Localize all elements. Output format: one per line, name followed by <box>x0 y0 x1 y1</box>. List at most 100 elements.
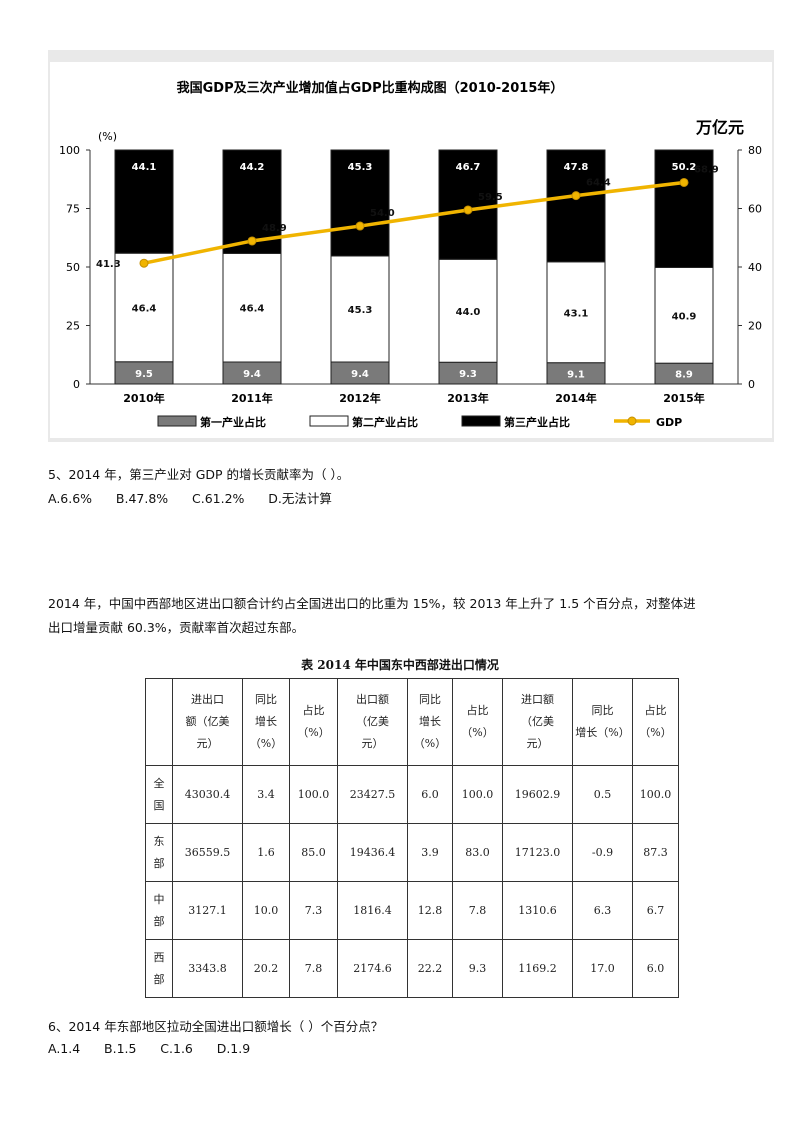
table-cell: 23427.5 <box>337 765 408 824</box>
gdp-value-label: 48.9 <box>262 223 287 234</box>
table-cell: 22.2 <box>407 939 453 998</box>
bar-value-label: 47.8 <box>564 162 589 173</box>
table-cell: 10.0 <box>242 881 290 940</box>
table-cell: 87.3 <box>632 823 679 882</box>
cell-text-line: （%） <box>461 726 494 739</box>
cell-text-line: 部 <box>153 972 165 986</box>
x-tick-label: 2014年 <box>555 391 597 405</box>
table-cell: 19602.9 <box>502 765 573 824</box>
gdp-value-label: 64.4 <box>586 178 611 189</box>
chart-title: 我国GDP及三次产业增加值占GDP比重构成图（2010-2015年） <box>177 80 564 96</box>
table-cell: 3343.8 <box>172 939 243 998</box>
table-header-row: 进出口 额（亿美 元） 同比 增长 （%） 占比 （%） 出口额 （亿美 元） 同比 增长 （%） 占比 （%… <box>145 678 679 766</box>
trade-table: 进出口 额（亿美 元） 同比 增长 （%） 占比 （%） 出口额 （亿美 元） 同比 增长 （%） 占比 （%… <box>145 678 679 998</box>
table-cell: 17123.0 <box>502 823 573 882</box>
bar-segment-2 <box>438 258 498 363</box>
y-right-tick-label: 80 <box>748 144 762 157</box>
gdp-value-label: 59.5 <box>478 192 503 203</box>
cell-text-line: 国 <box>153 798 165 812</box>
x-tick-label: 2013年 <box>447 391 489 405</box>
bar-segment-2 <box>654 266 714 364</box>
cell-text-line: 全 <box>153 776 165 790</box>
cell-text-line: 增长 <box>255 715 277 728</box>
gdp-point <box>571 191 581 201</box>
table-header-cell: 同比增长（%） <box>407 678 453 766</box>
table-cell: 6.0 <box>632 939 679 998</box>
bar-value-label: 9.4 <box>351 369 369 380</box>
table-cell: 1816.4 <box>337 881 408 940</box>
y-right-tick-label: 0 <box>748 378 755 391</box>
table-cell: 85.0 <box>289 823 338 882</box>
table-region-cell: 西部 <box>145 939 173 998</box>
question-6-options: A.1.4 B.1.5 C.1.6 D.1.9 <box>48 1041 251 1056</box>
table-header-corner <box>145 678 173 766</box>
bar-value-label: 9.3 <box>459 369 477 380</box>
table-row: 西部 3343.8 20.2 7.8 2174.6 22.2 9.3 1169.2 17.0 6.… <box>145 939 679 998</box>
cell-text-line: （亿美 <box>356 715 389 728</box>
cell-text-line: 占比 <box>644 704 667 717</box>
table-header-cell: 出口额 （亿美 元） <box>337 678 408 766</box>
table-cell: 1.6 <box>242 823 290 882</box>
cell-text-line: 元） <box>361 737 384 750</box>
bar-value-label: 9.1 <box>567 369 585 380</box>
table-row: 东部 36559.5 1.6 85.0 19436.4 3.9 83.0 17123.0 -0.… <box>145 823 679 882</box>
table-cell: 43030.4 <box>172 765 243 824</box>
table-cell: 100.0 <box>452 765 503 824</box>
bar-segment-3 <box>546 149 606 263</box>
table-region-cell: 中部 <box>145 881 173 940</box>
y-right-axis-label: 万亿元 <box>695 118 744 137</box>
cell-text-line: （%） <box>249 737 283 750</box>
legend-label: 第一产业占比 <box>200 415 266 429</box>
table-cell: 3127.1 <box>172 881 243 940</box>
bar-value-label: 9.4 <box>243 369 261 380</box>
bar-segment-2 <box>222 252 282 363</box>
bar-value-label: 44.1 <box>132 162 157 173</box>
bar-segment-3 <box>438 149 498 260</box>
table-cell: 3.4 <box>242 765 290 824</box>
table-cell: 6.7 <box>632 881 679 940</box>
table-region-cell: 东部 <box>145 823 173 882</box>
table-cell: 3.9 <box>407 823 453 882</box>
bar-value-label: 44.2 <box>240 162 265 173</box>
legend-swatch-3 <box>461 415 501 427</box>
table-region-cell: 全国 <box>145 765 173 824</box>
cell-text-line: 西 <box>153 950 165 964</box>
table-cell: 2174.6 <box>337 939 408 998</box>
gdp-point <box>247 236 257 246</box>
cell-text-line: 东 <box>153 834 165 848</box>
table-cell: 7.3 <box>289 881 338 940</box>
bar-value-label: 9.5 <box>135 369 153 380</box>
gdp-chart-svg: 我国GDP及三次产业增加值占GDP比重构成图（2010-2015年） (%) 万… <box>50 62 772 438</box>
cell-text-line: 同比 <box>419 693 441 706</box>
y-left-tick-label: 75 <box>66 203 80 216</box>
bar-segment-3 <box>330 149 390 257</box>
gdp-point <box>139 258 149 268</box>
bar-value-label: 45.3 <box>348 162 373 173</box>
bar-value-label: 46.4 <box>240 304 265 315</box>
bar-value-label: 45.3 <box>348 305 373 316</box>
bar-value-label: 46.4 <box>132 303 157 314</box>
question-5-options: A.6.6% B.47.8% C.61.2% D.无法计算 <box>48 491 332 506</box>
bar-segment-2 <box>330 255 390 363</box>
table-header-cell: 同比增长（%） <box>572 678 633 766</box>
table-cell: 17.0 <box>572 939 633 998</box>
table-cell: 12.8 <box>407 881 453 940</box>
x-tick-label: 2015年 <box>663 391 705 405</box>
table-cell: 7.8 <box>289 939 338 998</box>
bar-value-label: 50.2 <box>672 162 697 173</box>
table-cell: 0.5 <box>572 765 633 824</box>
bar-segment-3 <box>114 149 174 254</box>
gdp-point <box>355 221 365 231</box>
table-title: 表 2014 年中国东中西部进出口情况 <box>301 658 499 672</box>
trade-paragraph-line2: 出口增量贡献 60.3%，贡献率首次超过东部。 <box>48 620 305 635</box>
cell-text-line: （%） <box>413 737 447 750</box>
bar-value-label: 46.7 <box>456 162 481 173</box>
legend-swatch-1 <box>157 415 197 427</box>
y-left-tick-label: 0 <box>73 378 80 391</box>
table-cell: 100.0 <box>632 765 679 824</box>
table-cell: 6.3 <box>572 881 633 940</box>
y-left-axis-label: (%) <box>98 130 117 143</box>
bar-value-label: 43.1 <box>564 308 589 319</box>
table-header-cell: 占比 （%） <box>289 678 338 766</box>
cell-text-line: （亿美 <box>521 715 554 728</box>
